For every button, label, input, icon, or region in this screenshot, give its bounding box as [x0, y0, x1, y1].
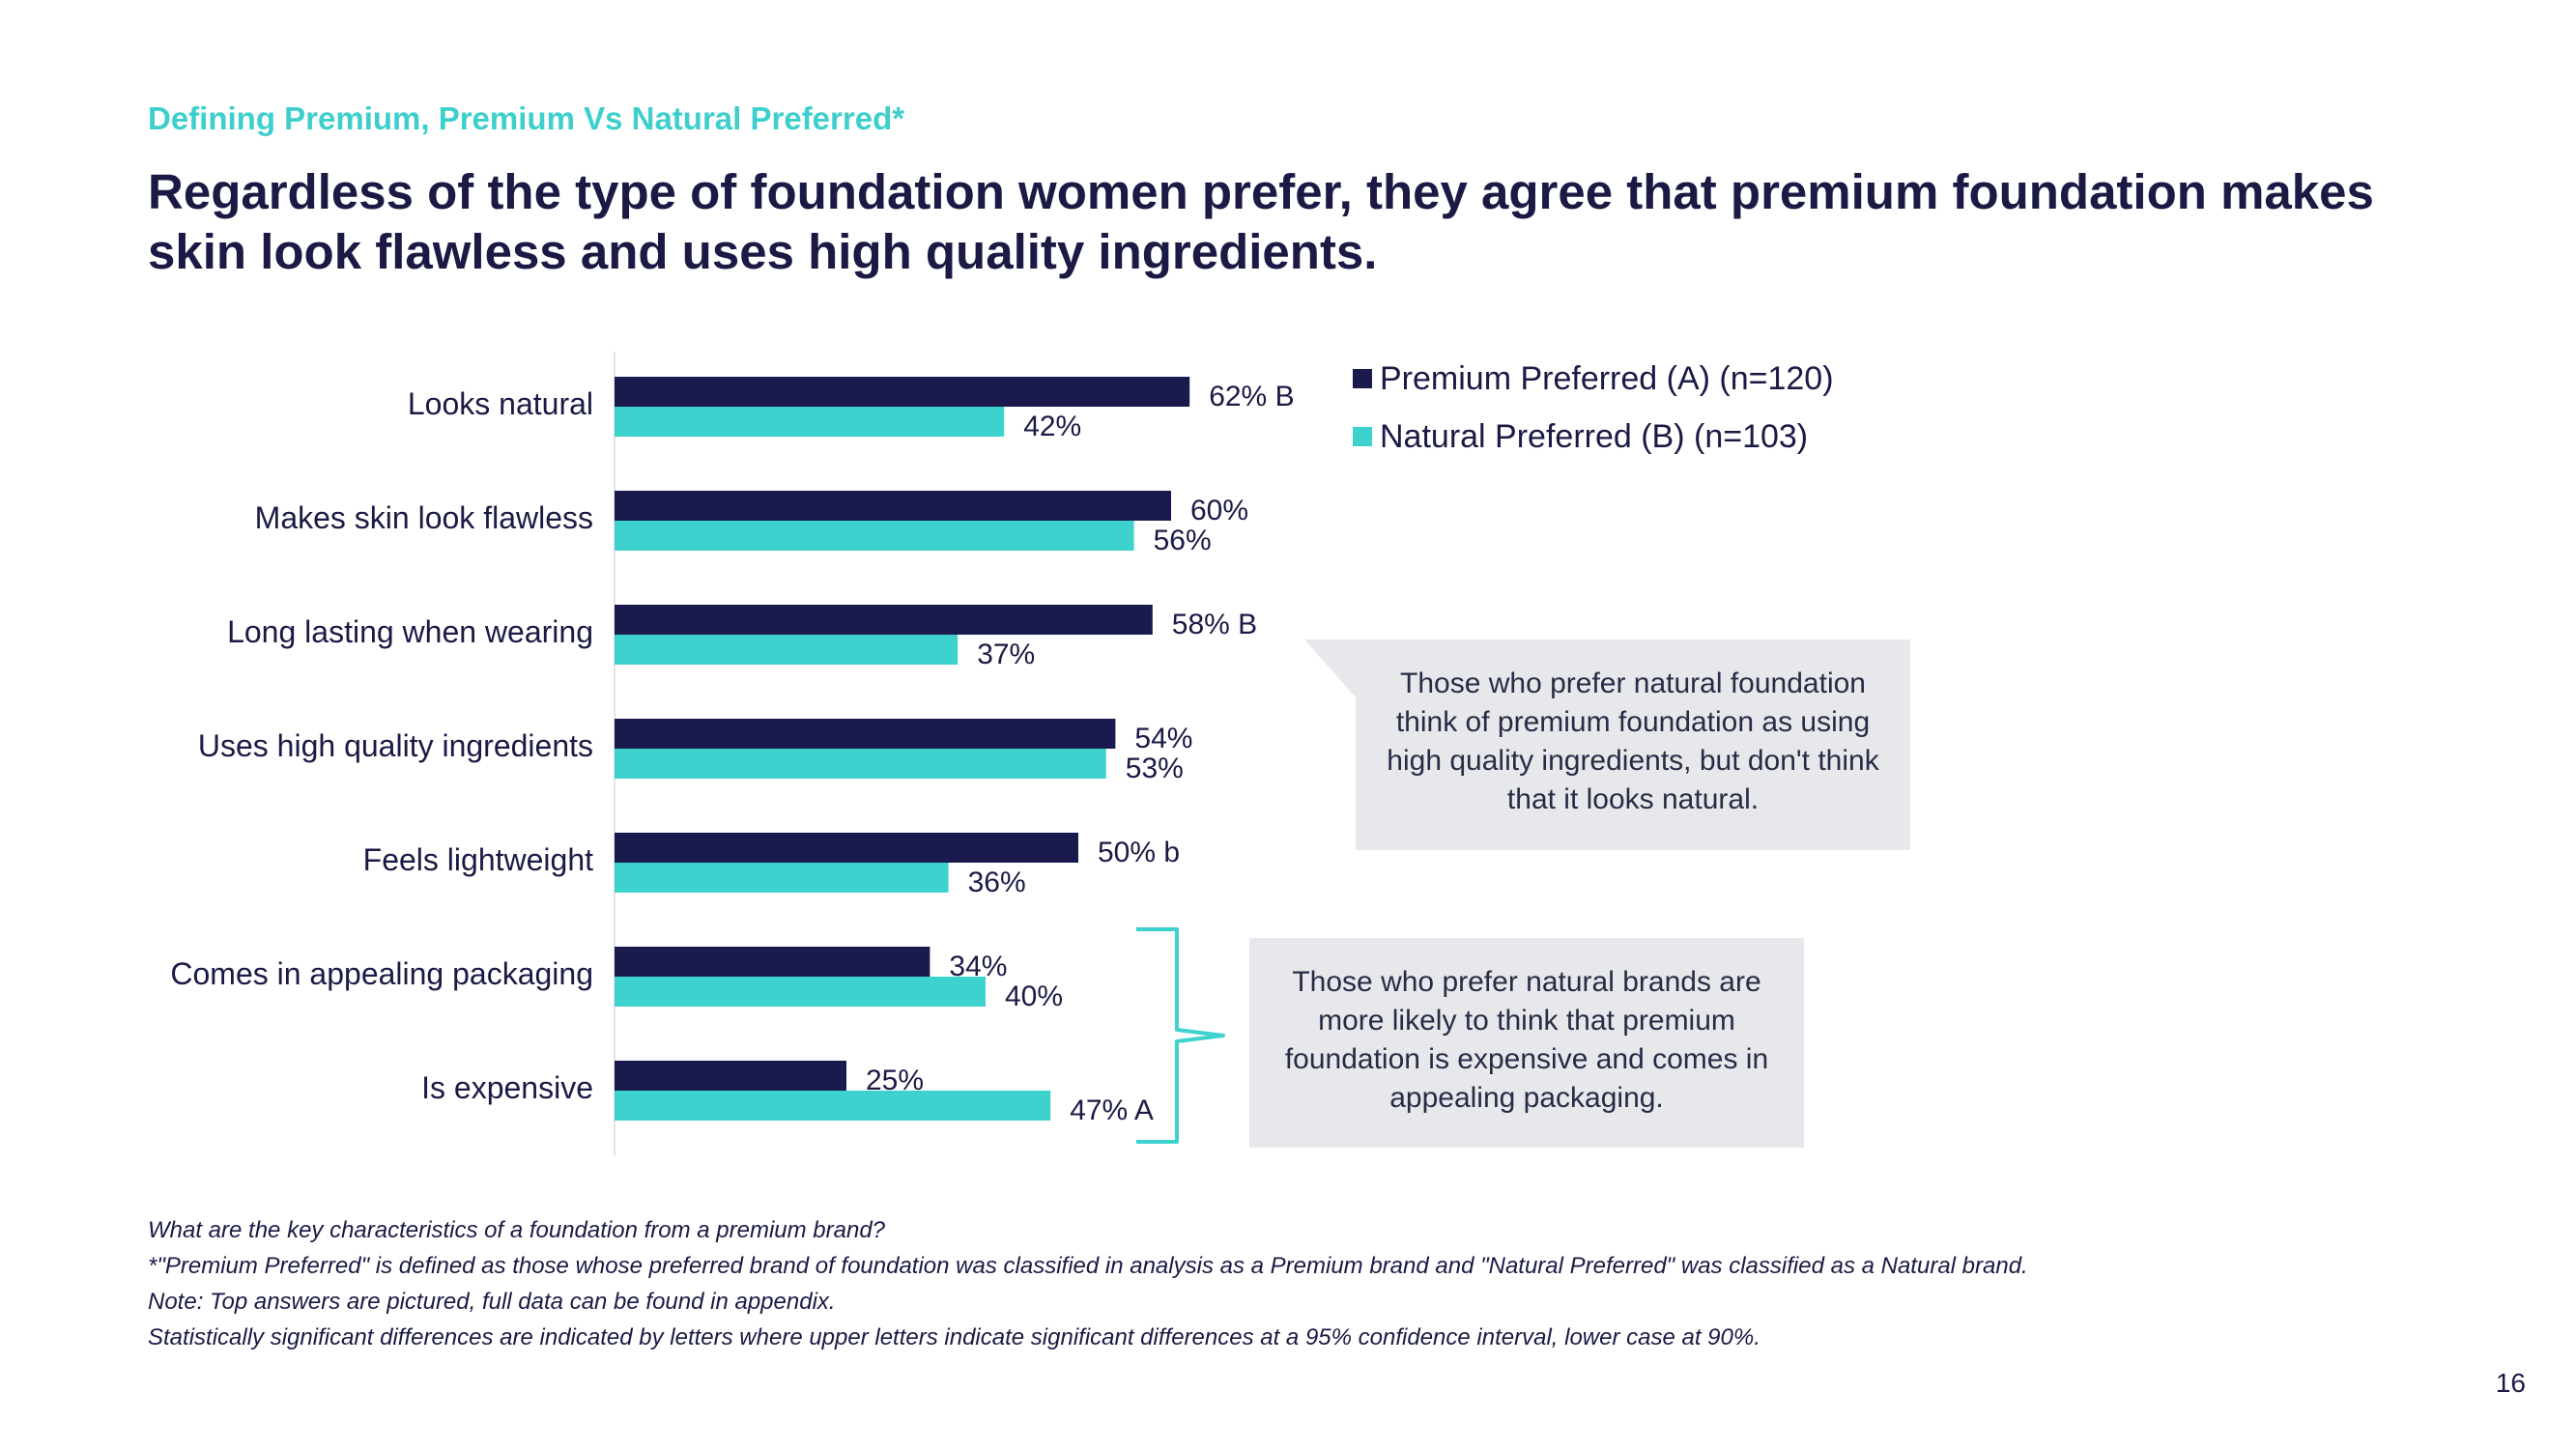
category-label: Feels lightweight	[363, 842, 593, 877]
legend-label-premium: Premium Preferred (A) (n=120)	[1380, 359, 1834, 397]
legend-swatch-natural	[1353, 427, 1372, 446]
legend-item-natural: Natural Preferred (B) (n=103)	[1353, 408, 1834, 466]
bar-natural	[615, 521, 1134, 551]
group-bracket	[1136, 927, 1225, 1144]
bar-natural	[615, 635, 959, 665]
callout-natural-expensive: Those who prefer natural brands are more…	[1249, 938, 1804, 1148]
data-label: 37%	[977, 639, 1035, 670]
callout-pointer	[1304, 639, 1356, 697]
section-eyebrow: Defining Premium, Premium Vs Natural Pre…	[148, 100, 905, 136]
footnotes: What are the key characteristics of a fo…	[148, 1212, 2467, 1355]
page-headline: Regardless of the type of foundation wom…	[148, 164, 2374, 279]
bar-natural	[615, 977, 986, 1007]
page-number: 16	[2495, 1368, 2526, 1398]
legend-item-premium: Premium Preferred (A) (n=120)	[1353, 350, 1834, 408]
category-label: Makes skin look flawless	[255, 500, 593, 535]
data-label: 36%	[968, 867, 1026, 898]
category-label: Uses high quality ingredients	[198, 728, 593, 763]
bar-premium	[615, 605, 1153, 635]
data-label: 58% B	[1172, 609, 1257, 640]
data-label: 50% b	[1098, 837, 1180, 868]
data-label: 54%	[1134, 723, 1192, 754]
bar-premium	[615, 491, 1171, 521]
footnote-note: Note: Top answers are pictured, full dat…	[148, 1289, 836, 1315]
footnote-significance: Statistically significant differences ar…	[148, 1324, 1760, 1350]
bar-natural	[615, 407, 1005, 437]
footnote-question: What are the key characteristics of a fo…	[148, 1217, 886, 1243]
data-label: 56%	[1154, 525, 1212, 556]
category-label: Long lasting when wearing	[227, 614, 593, 649]
bar-premium	[615, 833, 1078, 863]
bar-chart: Looks natural 62% B 42% Makes skin look fla…	[170, 352, 1356, 1155]
bar-natural	[615, 749, 1106, 779]
category-label: Comes in appealing packaging	[170, 956, 593, 991]
data-label: 47% A	[1070, 1094, 1154, 1126]
bar-natural	[615, 1091, 1051, 1121]
bar-premium	[615, 1061, 846, 1091]
legend-swatch-premium	[1353, 369, 1372, 388]
data-label: 53%	[1126, 753, 1184, 784]
bar-natural	[615, 863, 949, 893]
legend-label-natural: Natural Preferred (B) (n=103)	[1380, 417, 1809, 455]
bar-premium	[615, 719, 1116, 749]
bar-premium	[615, 947, 930, 977]
data-label: 60%	[1190, 495, 1248, 526]
callout-natural-ingredients: Those who prefer natural foundation thin…	[1356, 639, 1910, 850]
data-label: 40%	[1005, 980, 1063, 1012]
footnote-definition: *"Premium Preferred" is defined as those…	[148, 1253, 2028, 1279]
chart-legend: Premium Preferred (A) (n=120) Natural Pr…	[1353, 350, 1834, 466]
category-label: Looks natural	[408, 386, 593, 421]
data-label: 62% B	[1209, 381, 1294, 412]
data-label: 42%	[1023, 411, 1081, 442]
bar-premium	[615, 377, 1190, 407]
category-label: Is expensive	[421, 1070, 593, 1105]
